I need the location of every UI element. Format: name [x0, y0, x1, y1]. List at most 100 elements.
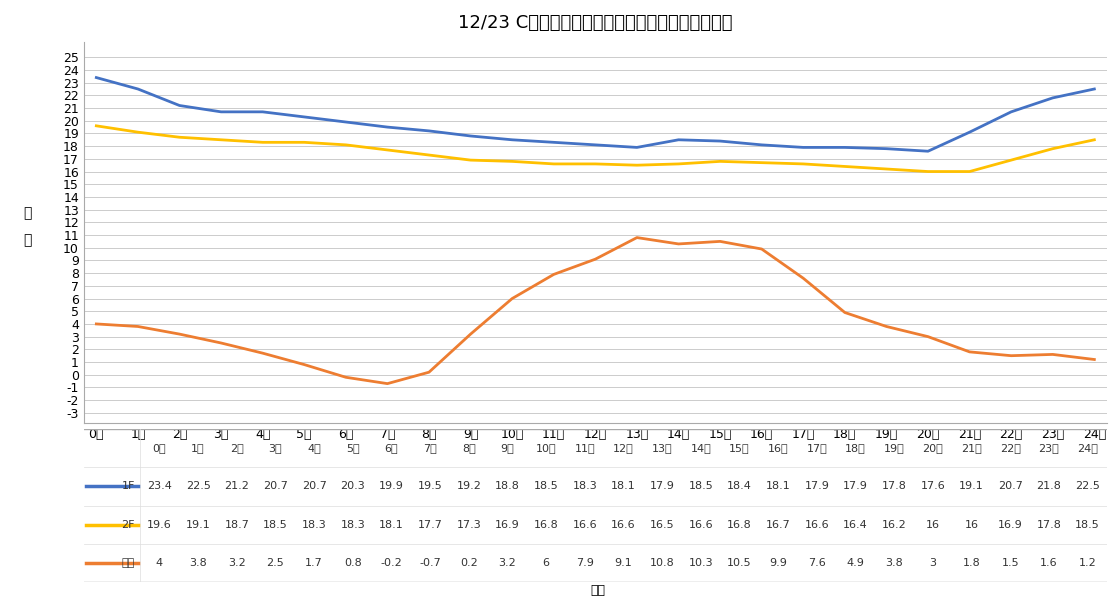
- Text: 17.8: 17.8: [882, 481, 907, 491]
- Text: 22時: 22時: [999, 443, 1021, 453]
- Text: 1.8: 1.8: [963, 558, 980, 568]
- Text: 0.8: 0.8: [344, 558, 361, 568]
- Text: 21時: 21時: [961, 443, 982, 453]
- Text: 16.2: 16.2: [882, 520, 907, 530]
- Text: 16.6: 16.6: [805, 520, 830, 530]
- Text: 0.2: 0.2: [459, 558, 477, 568]
- Text: 17.8: 17.8: [1036, 520, 1061, 530]
- Text: 1時: 1時: [191, 443, 205, 453]
- Text: 14時: 14時: [691, 443, 711, 453]
- Text: 外温: 外温: [122, 558, 135, 568]
- Text: -0.2: -0.2: [380, 558, 402, 568]
- Text: 3: 3: [929, 558, 936, 568]
- Text: 9.1: 9.1: [615, 558, 633, 568]
- Text: 7.9: 7.9: [576, 558, 594, 568]
- Text: 3.2: 3.2: [228, 558, 246, 568]
- Text: 0時: 0時: [153, 443, 167, 453]
- Text: 16.9: 16.9: [997, 520, 1023, 530]
- Text: 18時: 18時: [845, 443, 865, 453]
- Text: 3.8: 3.8: [885, 558, 903, 568]
- Text: 8時: 8時: [462, 443, 475, 453]
- Text: 20.3: 20.3: [340, 481, 366, 491]
- Text: 17.6: 17.6: [920, 481, 945, 491]
- Text: 2F: 2F: [122, 520, 135, 530]
- Text: 3時: 3時: [268, 443, 282, 453]
- Text: 20.7: 20.7: [263, 481, 288, 491]
- Text: 1F: 1F: [122, 481, 135, 491]
- Text: 18.1: 18.1: [379, 520, 404, 530]
- Text: 10時: 10時: [536, 443, 557, 453]
- Text: 16.5: 16.5: [650, 520, 674, 530]
- Text: 16.6: 16.6: [689, 520, 713, 530]
- Text: 16.6: 16.6: [612, 520, 636, 530]
- Text: 2時: 2時: [230, 443, 244, 453]
- Text: 21.2: 21.2: [225, 481, 249, 491]
- Text: 18.1: 18.1: [766, 481, 790, 491]
- Text: 18.5: 18.5: [263, 520, 287, 530]
- Text: 4時: 4時: [307, 443, 321, 453]
- Text: 1.2: 1.2: [1079, 558, 1097, 568]
- Text: 19時: 19時: [883, 443, 904, 453]
- Text: 1.7: 1.7: [305, 558, 323, 568]
- Text: 18.3: 18.3: [302, 520, 326, 530]
- Text: 6時: 6時: [385, 443, 398, 453]
- Text: 18.5: 18.5: [1076, 520, 1100, 530]
- Text: 16: 16: [965, 520, 978, 530]
- Text: 17.9: 17.9: [804, 481, 830, 491]
- Text: 17.3: 17.3: [456, 520, 481, 530]
- Text: 19.9: 19.9: [379, 481, 404, 491]
- Text: 18.4: 18.4: [727, 481, 752, 491]
- Text: 20時: 20時: [922, 443, 944, 453]
- Text: 11時: 11時: [575, 443, 595, 453]
- Text: 16時: 16時: [768, 443, 788, 453]
- Text: 7時: 7時: [424, 443, 437, 453]
- Text: 23時: 23時: [1039, 443, 1059, 453]
- Text: 15時: 15時: [729, 443, 750, 453]
- Text: 時刻: 時刻: [590, 584, 606, 597]
- Text: 16.4: 16.4: [843, 520, 868, 530]
- Text: 13時: 13時: [652, 443, 672, 453]
- Text: 2.5: 2.5: [266, 558, 284, 568]
- Text: 7.6: 7.6: [808, 558, 826, 568]
- Text: -0.7: -0.7: [419, 558, 440, 568]
- Text: 20.7: 20.7: [997, 481, 1023, 491]
- Text: 17.9: 17.9: [650, 481, 674, 491]
- Text: 9時: 9時: [501, 443, 514, 453]
- Text: 9.9: 9.9: [769, 558, 787, 568]
- Text: 18.3: 18.3: [340, 520, 366, 530]
- Text: 18.1: 18.1: [612, 481, 636, 491]
- Text: 温: 温: [23, 206, 31, 220]
- Text: 19.1: 19.1: [959, 481, 984, 491]
- Text: 18.5: 18.5: [689, 481, 713, 491]
- Text: 4: 4: [155, 558, 163, 568]
- Text: 16.7: 16.7: [766, 520, 790, 530]
- Text: 18.5: 18.5: [533, 481, 559, 491]
- Text: 17.9: 17.9: [843, 481, 868, 491]
- Text: 16.6: 16.6: [572, 520, 597, 530]
- Text: 19.5: 19.5: [418, 481, 443, 491]
- Text: 10.5: 10.5: [727, 558, 751, 568]
- Text: 3.8: 3.8: [189, 558, 207, 568]
- Text: 5時: 5時: [345, 443, 360, 453]
- Text: 19.2: 19.2: [456, 481, 481, 491]
- Title: 12/23 C様邸（東近江市・壁掛けルームエアコン）: 12/23 C様邸（東近江市・壁掛けルームエアコン）: [458, 14, 732, 32]
- Text: 18.3: 18.3: [572, 481, 597, 491]
- Text: 16.8: 16.8: [533, 520, 559, 530]
- Text: 22.5: 22.5: [1076, 481, 1100, 491]
- Text: 24時: 24時: [1077, 443, 1098, 453]
- Text: 19.1: 19.1: [186, 520, 210, 530]
- Text: 16.8: 16.8: [727, 520, 751, 530]
- Text: 16.9: 16.9: [495, 520, 520, 530]
- Text: 19.6: 19.6: [148, 520, 172, 530]
- Text: 18.8: 18.8: [495, 481, 520, 491]
- Text: 4.9: 4.9: [846, 558, 864, 568]
- Text: 12時: 12時: [613, 443, 634, 453]
- Text: 10.3: 10.3: [689, 558, 713, 568]
- Text: 18.7: 18.7: [225, 520, 249, 530]
- Text: 17時: 17時: [806, 443, 827, 453]
- Text: 23.4: 23.4: [146, 481, 172, 491]
- Text: 16: 16: [926, 520, 940, 530]
- Text: 20.7: 20.7: [302, 481, 326, 491]
- Text: 21.8: 21.8: [1036, 481, 1061, 491]
- Text: 6: 6: [542, 558, 550, 568]
